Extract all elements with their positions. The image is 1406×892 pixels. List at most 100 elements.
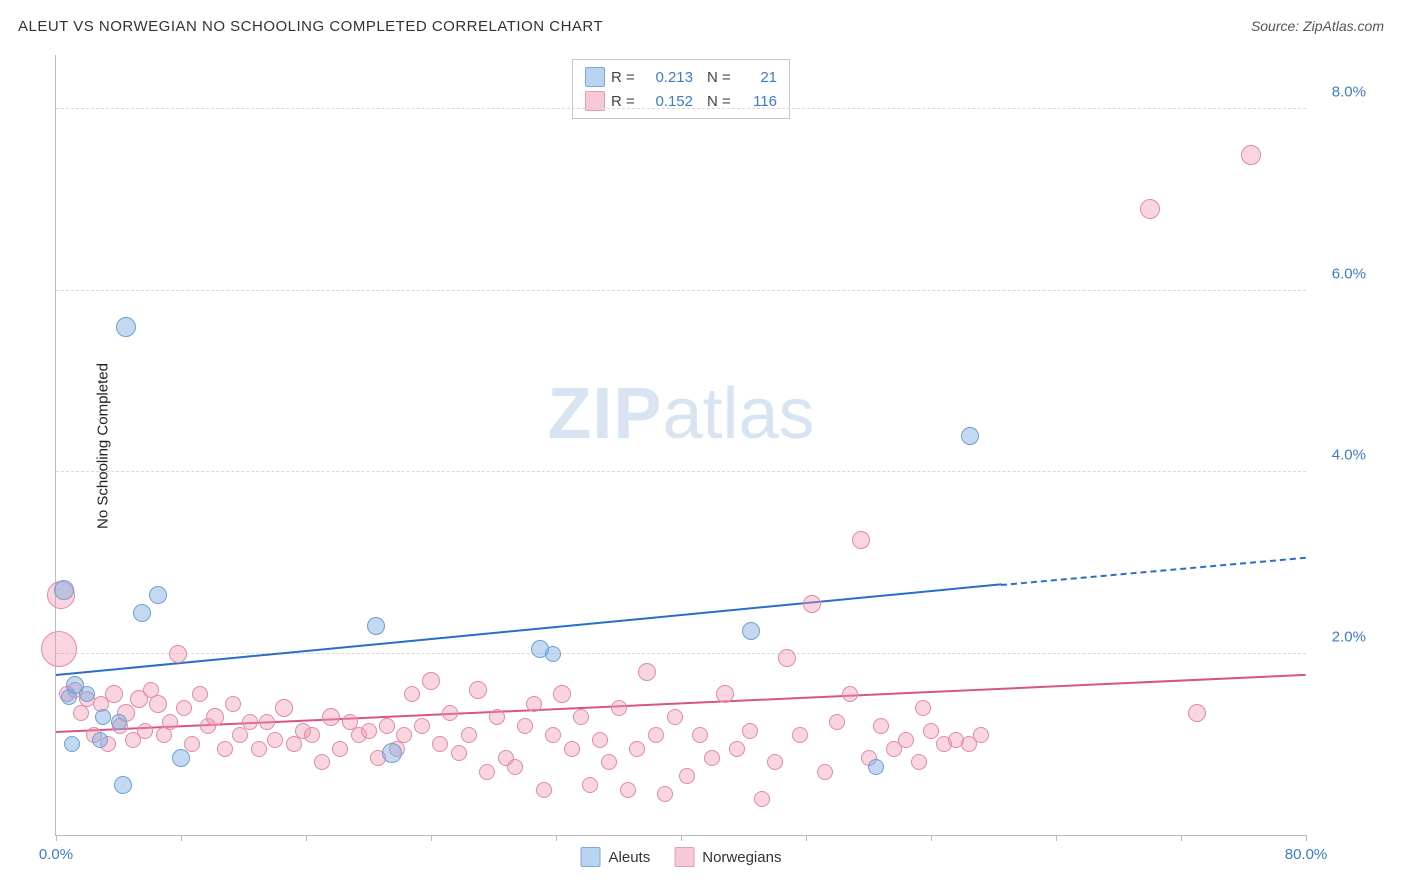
- series-name: Aleuts: [609, 849, 651, 866]
- data-point: [679, 768, 695, 784]
- data-point: [314, 754, 330, 770]
- x-tick: [56, 835, 57, 841]
- legend-item-aleuts: Aleuts: [581, 847, 651, 867]
- data-point: [479, 764, 495, 780]
- data-point: [432, 736, 448, 752]
- data-point: [267, 732, 283, 748]
- data-point: [149, 586, 167, 604]
- legend-row-aleuts: R = 0.213 N = 21: [585, 65, 777, 89]
- data-point: [923, 723, 939, 739]
- x-tick: [931, 835, 932, 841]
- r-label: R =: [611, 93, 639, 110]
- chart-title: ALEUT VS NORWEGIAN NO SCHOOLING COMPLETE…: [18, 18, 603, 35]
- data-point: [620, 782, 636, 798]
- n-label: N =: [707, 69, 735, 86]
- x-tick: [431, 835, 432, 841]
- data-point: [217, 741, 233, 757]
- data-point: [259, 714, 275, 730]
- x-tick: [806, 835, 807, 841]
- trend-line: [56, 584, 1001, 677]
- data-point: [704, 750, 720, 766]
- data-point: [638, 663, 656, 681]
- data-point: [536, 782, 552, 798]
- y-tick-label: 4.0%: [1316, 447, 1366, 464]
- data-point: [133, 604, 151, 622]
- data-point: [1241, 145, 1261, 165]
- x-tick: [306, 835, 307, 841]
- data-point: [361, 723, 377, 739]
- correlation-legend: R = 0.213 N = 21 R = 0.152 N = 116: [572, 59, 790, 119]
- data-point: [629, 741, 645, 757]
- data-point: [803, 595, 821, 613]
- data-point: [169, 645, 187, 663]
- data-point: [332, 741, 348, 757]
- y-tick-label: 8.0%: [1316, 84, 1366, 101]
- swatch-norwegians: [674, 847, 694, 867]
- n-value: 116: [741, 93, 777, 110]
- legend-item-norwegians: Norwegians: [674, 847, 781, 867]
- data-point: [286, 736, 302, 752]
- data-point: [898, 732, 914, 748]
- data-point: [754, 791, 770, 807]
- data-point: [601, 754, 617, 770]
- watermark: ZIPatlas: [547, 373, 814, 455]
- data-point: [114, 776, 132, 794]
- data-point: [611, 700, 627, 716]
- y-tick-label: 6.0%: [1316, 265, 1366, 282]
- data-point: [729, 741, 745, 757]
- data-point: [852, 531, 870, 549]
- data-point: [873, 718, 889, 734]
- data-point: [414, 718, 430, 734]
- data-point: [304, 727, 320, 743]
- data-point: [526, 696, 542, 712]
- r-label: R =: [611, 69, 639, 86]
- data-point: [111, 714, 127, 730]
- data-point: [667, 709, 683, 725]
- data-point: [1188, 704, 1206, 722]
- watermark-light: atlas: [662, 374, 814, 454]
- data-point: [192, 686, 208, 702]
- trend-line: [1001, 556, 1306, 585]
- data-point: [716, 685, 734, 703]
- data-point: [442, 705, 458, 721]
- x-tick: [1056, 835, 1057, 841]
- data-point: [404, 686, 420, 702]
- data-point: [64, 736, 80, 752]
- data-point: [275, 699, 293, 717]
- x-tick: [556, 835, 557, 841]
- data-point: [545, 646, 561, 662]
- data-point: [817, 764, 833, 780]
- data-point: [172, 749, 190, 767]
- n-label: N =: [707, 93, 735, 110]
- x-tick: [1306, 835, 1307, 841]
- r-value: 0.213: [645, 69, 693, 86]
- data-point: [225, 696, 241, 712]
- gridline: [56, 290, 1306, 291]
- gridline: [56, 471, 1306, 472]
- data-point: [842, 686, 858, 702]
- data-point: [105, 685, 123, 703]
- data-point: [582, 777, 598, 793]
- swatch-aleuts: [581, 847, 601, 867]
- series-name: Norwegians: [702, 849, 781, 866]
- watermark-bold: ZIP: [547, 374, 662, 454]
- data-point: [507, 759, 523, 775]
- source-attribution: Source: ZipAtlas.com: [1251, 18, 1384, 34]
- data-point: [517, 718, 533, 734]
- x-tick-label: 0.0%: [39, 846, 73, 863]
- data-point: [92, 732, 108, 748]
- data-point: [792, 727, 808, 743]
- data-point: [379, 718, 395, 734]
- data-point: [489, 709, 505, 725]
- data-point: [322, 708, 340, 726]
- data-point: [116, 317, 136, 337]
- data-point: [553, 685, 571, 703]
- data-point: [657, 786, 673, 802]
- swatch-aleuts: [585, 67, 605, 87]
- data-point: [95, 709, 111, 725]
- data-point: [692, 727, 708, 743]
- data-point: [592, 732, 608, 748]
- data-point: [1140, 199, 1160, 219]
- data-point: [564, 741, 580, 757]
- data-point: [176, 700, 192, 716]
